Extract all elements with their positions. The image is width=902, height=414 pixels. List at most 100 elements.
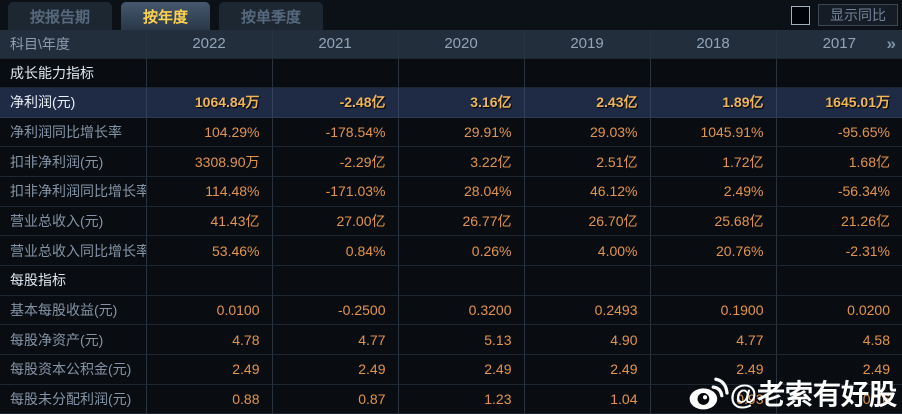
table-row: 扣非净利润(元) 3308.90万 -2.29亿 3.22亿 2.51亿 1.72亿 1.6…: [0, 146, 902, 178]
row-label: 扣非净利润(元): [0, 146, 147, 178]
cell-value: 104.29%: [146, 117, 273, 148]
cell-value: 46.12%: [524, 176, 651, 207]
cell-value: 2.49%: [650, 176, 777, 207]
corner-label: 科目\年度: [0, 30, 147, 59]
row-label: 净利润同比增长率: [0, 117, 147, 148]
cell-value: 5.13: [398, 324, 525, 356]
cell-value: 1064.84万: [146, 87, 273, 118]
year-column-header-2019: 2019: [524, 30, 651, 59]
cell-value: 2.49: [146, 354, 273, 385]
cell-value: [776, 265, 902, 296]
cell-value: 2.49: [776, 354, 902, 385]
cell-value: 4.77: [272, 324, 399, 356]
year-column-header-2021: 2021: [272, 30, 399, 59]
year-column-header-2020: 2020: [398, 30, 525, 59]
cell-value: 25.68亿: [650, 206, 777, 237]
table-row: 净利润同比增长率 104.29% -178.54% 29.91% 29.03% 1045.…: [0, 117, 902, 148]
row-label: 每股指标: [0, 265, 147, 296]
tab-按年度[interactable]: 按年度: [121, 2, 211, 30]
year-column-header-2022: 2022: [146, 30, 273, 59]
cell-value: 1.23: [398, 384, 525, 414]
cell-value: 26.70亿: [524, 206, 651, 237]
cell-value: 0.93: [650, 384, 777, 414]
cell-value: 114.48%: [146, 176, 273, 207]
cell-value: 2.49: [524, 354, 651, 385]
tab-按报告期[interactable]: 按报告期: [8, 2, 113, 30]
show-yoy-button[interactable]: 显示同比: [818, 4, 898, 26]
year-column-header-2017: 2017»: [776, 30, 902, 59]
cell-value: 0.1900: [650, 295, 777, 326]
row-label: 每股未分配利润(元): [0, 384, 147, 414]
cell-value: 0.2493: [524, 295, 651, 326]
cell-value: [272, 265, 399, 296]
year-column-header-2018: 2018: [650, 30, 777, 59]
cell-value: 0.3200: [398, 295, 525, 326]
cell-value: -2.48亿: [272, 87, 399, 118]
cell-value: [146, 58, 273, 89]
financial-data-table: 科目\年度 2022 2021 2020 2019 2018 2017» 成长能力指标 净利润…: [0, 30, 902, 414]
cell-value: [272, 58, 399, 89]
table-row: 净利润(元) 1064.84万 -2.48亿 3.16亿 2.43亿 1.89亿 1645.…: [0, 87, 902, 118]
cell-value: 0.0100: [146, 295, 273, 326]
cell-value: [524, 265, 651, 296]
cell-value: 1645.01万: [776, 87, 902, 118]
cell-value: 53.46%: [146, 235, 273, 267]
row-label: 成长能力指标: [0, 58, 147, 89]
cell-value: 29.03%: [524, 117, 651, 148]
cell-value: -178.54%: [272, 117, 399, 148]
cell-value: -2.31%: [776, 235, 902, 267]
cell-value: 20.76%: [650, 235, 777, 267]
cell-value: 4.78: [146, 324, 273, 356]
cell-value: [650, 58, 777, 89]
cell-value: 4.00%: [524, 235, 651, 267]
more-years-icon[interactable]: »: [886, 33, 897, 53]
table-row: 扣非净利润同比增长率 114.48% -171.03% 28.04% 46.12% 2.4…: [0, 176, 902, 207]
cell-value: 1.72亿: [650, 146, 777, 178]
cell-value: 2.43亿: [524, 87, 651, 118]
cell-value: 2.49: [272, 354, 399, 385]
cell-value: [524, 58, 651, 89]
cell-value: 0.26%: [398, 235, 525, 267]
cell-value: 4.77: [650, 324, 777, 356]
cell-value: 26.77亿: [398, 206, 525, 237]
table-row: 营业总收入同比增长率 53.46% 0.84% 0.26% 4.00% 20.76% -2.…: [0, 235, 902, 267]
tab-按单季度[interactable]: 按单季度: [219, 2, 324, 30]
period-tabbar: 按报告期 按年度 按单季度 显示同比: [0, 0, 902, 30]
table-row: 每股净资产(元) 4.78 4.77 5.13 4.90 4.77 4.58: [0, 324, 902, 356]
table-row: 每股未分配利润(元) 0.88 0.87 1.23 1.04 0.93 0.76: [0, 384, 902, 414]
cell-value: [398, 58, 525, 89]
cell-value: [776, 58, 902, 89]
row-label: 每股净资产(元): [0, 324, 147, 356]
cell-value: 1.04: [524, 384, 651, 414]
section-row: 每股指标: [0, 265, 902, 296]
cell-value: 41.43亿: [146, 206, 273, 237]
row-label: 营业总收入同比增长率: [0, 235, 147, 267]
cell-value: 0.87: [272, 384, 399, 414]
cell-value: 0.84%: [272, 235, 399, 267]
cell-value: 1.68亿: [776, 146, 902, 178]
cell-value: -95.65%: [776, 117, 902, 148]
cell-value: 0.88: [146, 384, 273, 414]
cell-value: 0.76: [776, 384, 902, 414]
cell-value: 4.58: [776, 324, 902, 356]
cell-value: 2.49: [650, 354, 777, 385]
cell-value: 3.22亿: [398, 146, 525, 178]
cell-value: -56.34%: [776, 176, 902, 207]
cell-value: [146, 265, 273, 296]
cell-value: 4.90: [524, 324, 651, 356]
row-label: 营业总收入(元): [0, 206, 147, 237]
cell-value: 2.51亿: [524, 146, 651, 178]
cell-value: 28.04%: [398, 176, 525, 207]
table-row: 营业总收入(元) 41.43亿 27.00亿 26.77亿 26.70亿 25.68亿 21…: [0, 206, 902, 237]
table-header: 科目\年度 2022 2021 2020 2019 2018 2017»: [0, 30, 902, 59]
cell-value: 2.49: [398, 354, 525, 385]
row-label: 扣非净利润同比增长率: [0, 176, 147, 207]
table-body: 成长能力指标 净利润(元) 1064.84万 -2.48亿 3.16亿 2.43亿 1.89…: [0, 58, 902, 414]
cell-value: -171.03%: [272, 176, 399, 207]
cell-value: -0.2500: [272, 295, 399, 326]
show-yoy-checkbox[interactable]: [791, 5, 810, 25]
section-row: 成长能力指标: [0, 58, 902, 89]
cell-value: [650, 265, 777, 296]
cell-value: -2.29亿: [272, 146, 399, 178]
row-label: 净利润(元): [0, 87, 147, 118]
